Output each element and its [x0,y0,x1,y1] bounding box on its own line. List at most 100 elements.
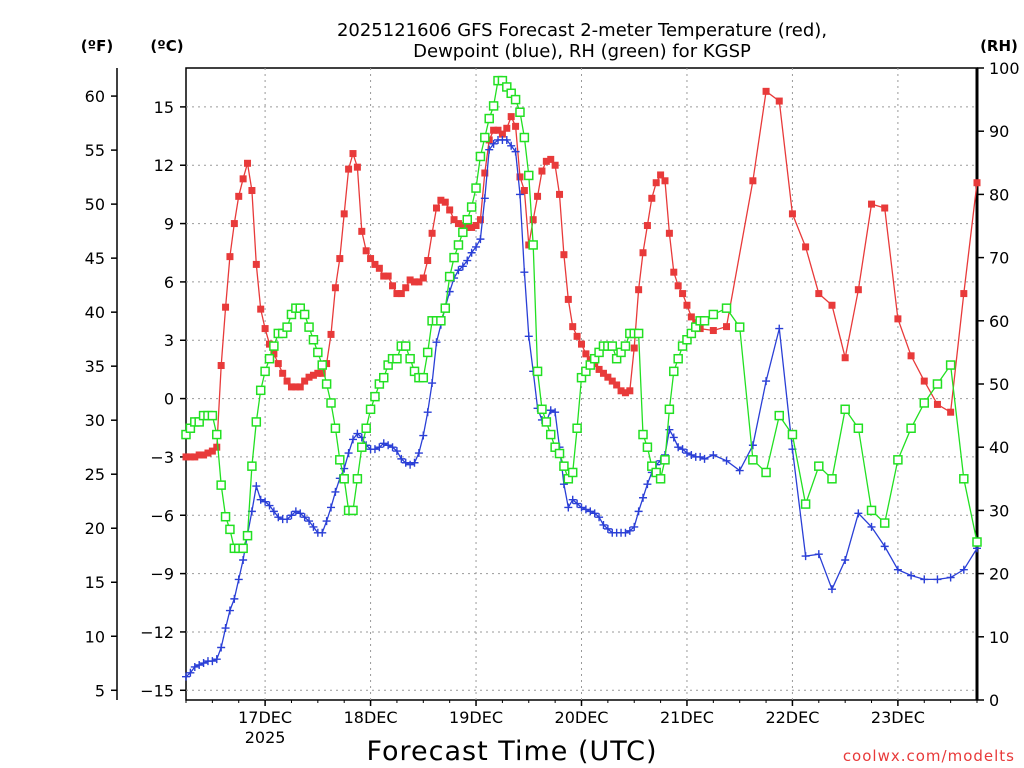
rh-point [655,474,666,484]
dewpoint-point [322,517,331,526]
temperature-point [599,369,607,377]
temperature-point [661,177,669,185]
dewpoint-point [283,515,292,524]
temperature-point [604,373,612,381]
temperature-point [353,163,361,171]
rh-point [866,505,877,516]
dewpoint-point [344,449,353,458]
temperature-point [894,315,902,323]
celsius-tick-label: −15 [140,681,174,700]
celsius-axis-label: (ºC) [150,37,183,55]
credit-text: coolwx.com/modelts [843,747,1015,765]
dewpoint-point [669,433,678,442]
fahrenheit-axis-label: (ºF) [81,37,113,55]
dewpoint-point [682,449,691,458]
rh-tick-label: 50 [989,375,1009,394]
dewpoint-point [814,550,823,559]
dewpoint-point [946,573,955,582]
fahrenheit-tick-label: 45 [85,249,105,268]
temperature-point [309,371,317,379]
rh-point [532,366,543,377]
rh-point [220,511,231,522]
rh-point [255,385,266,396]
temperature-point [635,286,643,294]
rh-point [282,322,292,332]
temperature-point [371,260,379,268]
dewpoint-point [190,662,199,671]
temperature-point [960,290,968,298]
temperature-point [252,260,260,268]
dewpoint-point [933,575,942,584]
rh-tick-label: 10 [989,628,1009,647]
rh-point [633,328,644,339]
rh-point [559,461,569,471]
fahrenheit-tick-label: 20 [85,519,105,538]
dewpoint-point [406,460,415,469]
dewpoint-point [217,643,226,652]
temperature-point [261,325,269,333]
rh-point [471,183,481,193]
dewpoint-point [502,135,511,144]
rh-point [660,455,670,465]
dewpoint-point [511,147,520,156]
temperature-point [573,332,581,340]
rh-point [787,429,798,440]
temperature-point [244,159,252,167]
dewpoint-point [458,262,467,271]
rh-point [721,303,732,313]
temperature-point [235,192,243,200]
dewpoint-point [476,235,485,244]
temperature-point [670,268,678,276]
temperature-point [854,286,862,294]
rh-point [761,467,771,478]
x-axis-label: Forecast Time (UTC) [366,736,657,767]
rh-point [879,518,890,528]
rh-point [488,101,499,111]
temperature-point [595,365,603,373]
temperature-point [687,313,695,321]
temperature-point [788,210,796,218]
rh-point [466,202,477,212]
temperature-point [182,453,190,461]
rh-point [932,379,943,389]
rh-tick-label: 80 [989,185,1009,204]
rh-point [537,404,547,415]
x-tick-label: 19DEC [449,708,503,727]
rh-point [330,423,341,433]
temperature-point [679,290,687,298]
rh-point [339,474,349,484]
rh-point [304,322,314,332]
dewpoint-point [586,507,595,516]
dewpoint-point [296,509,305,518]
rh-tick-label: 0 [989,691,999,710]
axis-group: −15−12−9−6−30369121551015202530354045505… [85,59,1020,747]
dewpoint-point [841,555,850,564]
dewpoint-point [880,542,889,551]
temperature-point [424,257,432,265]
rh-tick-label: 70 [989,249,1009,268]
dewpoint-point [625,526,634,535]
rh-point [440,303,451,313]
fahrenheit-tick-label: 10 [85,627,105,646]
x-tick-label: 23DEC [871,708,925,727]
dewpoint-point [907,571,916,580]
rh-point [959,474,969,484]
temperature-point [270,350,278,358]
temperature-point [657,171,665,179]
temperature-point [340,210,348,218]
rh-point [462,214,472,225]
temperature-point [292,383,300,391]
dewpoint-point [643,480,652,489]
series-group [181,75,982,681]
rh-point [247,461,257,471]
chart-title-line2: Dewpoint (blue), RH (green) for KGSP [413,41,751,62]
dewpoint-point [454,266,463,275]
temperature-point [257,305,265,313]
dewpoint-point [305,517,314,526]
rh-point [572,423,582,433]
dewpoint-point [801,552,810,561]
temperature-point [248,187,256,195]
rh-tick-label: 40 [989,438,1009,457]
rh-tick-label: 90 [989,122,1009,141]
temperature-point [463,223,471,231]
